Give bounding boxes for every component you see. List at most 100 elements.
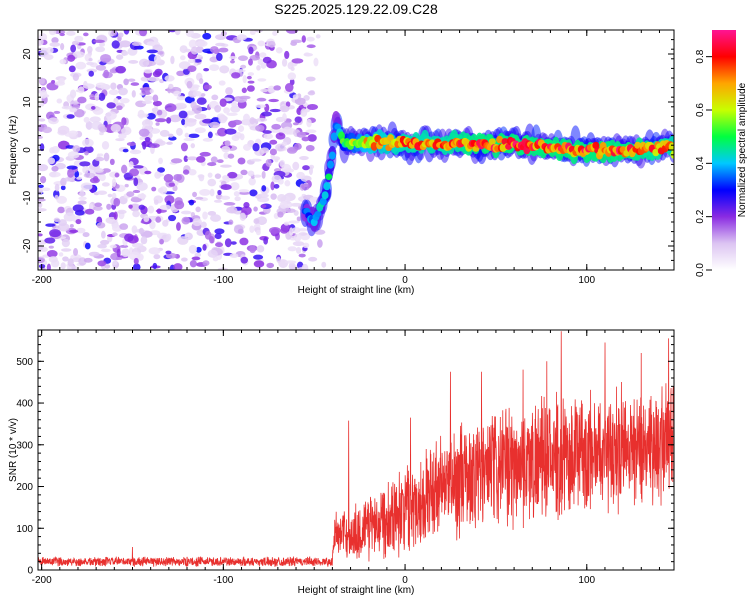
spectrogram-noise-cell xyxy=(154,118,167,123)
spectrogram-noise-cell xyxy=(84,208,95,215)
spectrogram-noise-cell xyxy=(188,39,198,49)
spectrogram-noise-cell xyxy=(260,204,267,208)
spectrogram-signal-core xyxy=(330,132,338,141)
spectrogram-noise-cell xyxy=(214,233,222,240)
spectrogram-noise-cell xyxy=(146,41,156,46)
spectrogram-noise-cell xyxy=(238,189,250,193)
spectrogram-noise-cell xyxy=(118,133,127,139)
spectrogram-y-tick-label: 0 xyxy=(22,147,33,153)
spectrogram-noise-cell xyxy=(131,242,144,248)
spectrogram-noise-cell xyxy=(115,65,127,74)
spectrogram-noise-cell xyxy=(77,96,87,104)
spectrogram-noise-cell xyxy=(38,118,46,122)
spectrogram-noise-cell xyxy=(133,177,139,187)
spectrogram-noise-cell xyxy=(313,57,319,67)
spectrogram-noise-cell xyxy=(284,50,290,60)
spectrogram-noise-cell xyxy=(146,112,156,120)
spectrogram-noise-cell xyxy=(192,90,202,97)
spectrogram-noise-cell xyxy=(224,128,237,135)
spectrogram-noise-cell xyxy=(124,233,134,242)
spectrogram-noise-cell xyxy=(257,40,265,47)
spectrogram-noise-cell xyxy=(269,108,281,113)
spectrogram-noise-cell xyxy=(69,229,79,233)
spectrogram-noise-cell xyxy=(200,93,206,97)
spectrogram-noise-cell xyxy=(136,182,148,191)
spectrogram-noise-cell xyxy=(259,52,267,58)
spectrogram-noise-cell xyxy=(300,108,308,117)
spectrogram-noise-cell xyxy=(254,30,263,33)
spectrogram-noise-cell xyxy=(256,245,265,253)
spectrogram-noise-cell xyxy=(86,61,95,66)
spectrogram-noise-cell xyxy=(286,30,298,34)
spectrogram-signal-core xyxy=(321,191,329,200)
spectrogram-noise-cell xyxy=(291,58,304,64)
spectrogram-noise-cell xyxy=(151,186,157,192)
spectrogram-noise-cell xyxy=(209,188,215,197)
spectrogram-noise-cell xyxy=(166,117,172,124)
spectrogram-noise-cell xyxy=(53,110,61,114)
spectrogram-noise-cell xyxy=(202,260,210,266)
spectrogram-noise-cell xyxy=(271,174,282,183)
spectrogram-noise-cell xyxy=(122,148,129,153)
spectrogram-noise-cell xyxy=(105,111,117,120)
spectrogram-noise-cell xyxy=(123,30,130,35)
spectrogram-noise-cell xyxy=(219,98,227,107)
spectrogram-noise-cell xyxy=(173,263,183,270)
spectrogram-noise-cell xyxy=(289,227,294,236)
spectrogram-noise-cell xyxy=(202,211,208,220)
spectrogram-noise-cell xyxy=(67,258,74,267)
spectrogram-noise-cell xyxy=(218,80,226,86)
spectrogram-noise-cell xyxy=(301,35,306,43)
spectrogram-noise-cell xyxy=(279,159,286,168)
colorbar-label: Normalized spectral amplitude xyxy=(737,82,748,217)
spectrogram-noise-cell xyxy=(275,47,283,54)
snr-x-axis-label: Height of straight line (km) xyxy=(298,585,415,596)
spectrogram-noise-cell xyxy=(91,105,96,110)
spectrogram-noise-cell xyxy=(101,168,111,173)
spectrogram-noise-cell xyxy=(113,97,119,104)
spectrogram-noise-cell xyxy=(203,84,212,90)
figure-title: S225.2025.129.22.09.C28 xyxy=(274,1,438,17)
spectrogram-noise-cell xyxy=(72,51,85,58)
spectrogram-noise-cell xyxy=(214,105,222,113)
spectrogram-noise-cell xyxy=(44,237,56,244)
snr-x-tick-label: -200 xyxy=(32,575,52,586)
spectrogram-noise-cell xyxy=(255,124,265,132)
spectrogram-signal-core xyxy=(327,160,335,169)
spectrogram-noise-cell xyxy=(138,227,144,235)
spectrogram-noise-cell xyxy=(166,233,172,241)
spectrogram-noise-cell xyxy=(132,210,140,218)
spectrogram-noise-cell xyxy=(256,117,268,122)
spectrogram-noise-cell xyxy=(75,219,82,225)
spectrogram-noise-cell xyxy=(286,147,298,154)
spectrogram-noise-cell xyxy=(243,113,250,123)
spectrogram-noise-cell xyxy=(144,137,151,142)
spectrogram-noise-cell xyxy=(248,58,253,66)
spectrogram-noise-cell xyxy=(56,98,63,104)
spectrogram-noise-cell xyxy=(277,211,284,218)
spectrogram-noise-cell xyxy=(138,128,150,137)
spectrogram-noise-cell xyxy=(261,111,272,117)
spectrogram-noise-cell xyxy=(138,58,150,68)
spectrogram-noise-cell xyxy=(62,256,69,262)
spectrogram-signal-core xyxy=(501,138,509,145)
spectrogram-noise-cell xyxy=(240,256,248,264)
snr-y-tick-label: 400 xyxy=(16,399,33,410)
spectrogram-noise-cell xyxy=(233,191,240,197)
spectrogram-noise-cell xyxy=(47,117,59,125)
spectrogram-noise-cell xyxy=(284,83,294,92)
spectrogram-noise-cell xyxy=(225,87,233,96)
spectrogram-y-tick-label: 20 xyxy=(22,48,33,60)
spectrogram-noise-cell xyxy=(239,237,249,246)
spectrogram-noise-cell xyxy=(152,70,162,78)
spectrogram-noise-cell xyxy=(207,178,217,187)
spectrogram-noise-cell xyxy=(272,30,278,36)
spectrogram-noise-cell xyxy=(214,173,222,179)
spectrogram-noise-cell xyxy=(115,256,123,261)
spectrogram-noise-cell xyxy=(249,54,261,61)
spectrogram-noise-cell xyxy=(163,173,174,183)
spectrogram-noise-cell xyxy=(61,238,70,248)
spectrogram-noise-cell xyxy=(146,49,158,54)
spectrogram-noise-cell xyxy=(157,167,165,173)
